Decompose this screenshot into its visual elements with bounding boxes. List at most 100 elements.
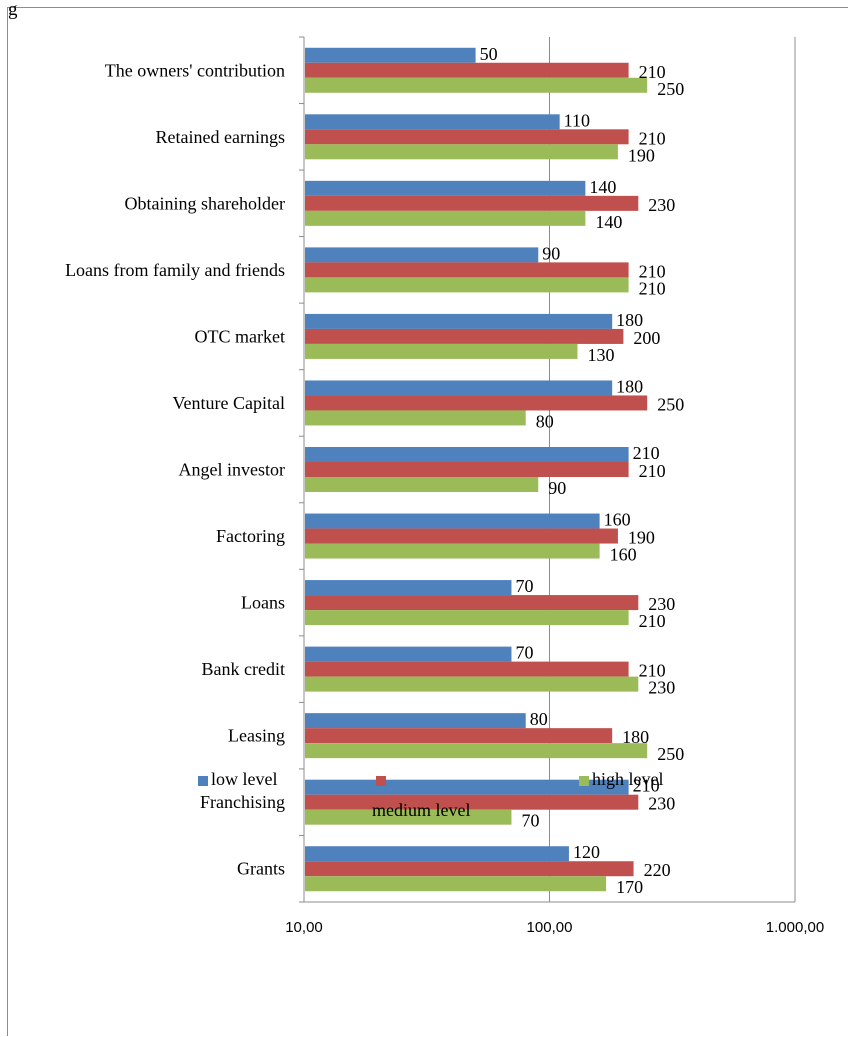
value-label-otc-market-medium-level: 200 — [633, 328, 660, 348]
value-label-loans-from-family-and-friends-medium-level: 210 — [639, 261, 666, 281]
value-label-obtaining-shareholder-medium-level: 230 — [648, 195, 675, 215]
bar-franchising-medium-level — [305, 794, 639, 810]
bar-loans-high-level — [305, 610, 629, 626]
category-label-franchising: Franchising — [200, 792, 285, 812]
value-label-franchising-low-level: 210 — [633, 776, 660, 796]
value-label-angel-investor-medium-level: 210 — [639, 461, 666, 481]
value-label-bank-credit-high-level: 230 — [648, 678, 675, 698]
category-label-otc-market: OTC market — [195, 326, 285, 346]
bar-angel-investor-high-level — [305, 477, 539, 492]
bar-grants-high-level — [305, 876, 607, 892]
bar-angel-investor-medium-level — [305, 462, 629, 477]
category-label-bank-credit: Bank credit — [202, 659, 285, 679]
bar-bank-credit-low-level — [305, 646, 512, 662]
value-label-leasing-high-level: 250 — [657, 744, 684, 764]
x-tick-label-0: 10,00 — [285, 919, 323, 936]
legend-swatch-low-level — [198, 776, 208, 786]
value-label-factoring-low-level: 160 — [604, 510, 631, 530]
value-label-angel-investor-low-level: 210 — [633, 443, 660, 463]
value-label-retained-earnings-high-level: 190 — [628, 145, 655, 165]
legend-label-low-level: low level — [211, 769, 278, 789]
bar-otc-market-medium-level — [305, 328, 624, 344]
bar-franchising-high-level — [305, 809, 512, 825]
bar-venture-capital-medium-level — [305, 395, 648, 411]
bar-factoring-low-level — [305, 513, 600, 529]
bar-loans-low-level — [305, 580, 512, 596]
value-label-venture-capital-high-level: 80 — [536, 411, 554, 431]
bar-the-owners-contribution-high-level — [305, 77, 648, 93]
value-label-grants-low-level: 120 — [573, 842, 600, 862]
bar-retained-earnings-low-level — [305, 114, 560, 130]
category-label-venture-capital: Venture Capital — [173, 393, 285, 413]
category-label-loans: Loans — [241, 593, 285, 613]
bar-retained-earnings-high-level — [305, 144, 618, 160]
bar-venture-capital-high-level — [305, 410, 526, 426]
category-label-grants: Grants — [237, 859, 285, 879]
value-label-retained-earnings-low-level: 110 — [564, 110, 590, 130]
value-label-grants-high-level: 170 — [616, 877, 643, 897]
bar-grants-low-level — [305, 846, 569, 862]
bar-bank-credit-high-level — [305, 676, 639, 692]
legend-label-medium-level: medium level — [372, 800, 471, 820]
value-label-venture-capital-medium-level: 250 — [657, 394, 684, 414]
bar-venture-capital-low-level — [305, 380, 613, 396]
value-label-franchising-medium-level: 230 — [648, 794, 675, 814]
value-label-otc-market-low-level: 180 — [616, 310, 643, 330]
bars — [305, 47, 648, 892]
bar-angel-investor-low-level — [305, 447, 629, 462]
value-label-the-owners-contribution-medium-level: 210 — [639, 62, 666, 82]
value-label-factoring-high-level: 160 — [610, 545, 637, 565]
bar-grants-medium-level — [305, 861, 634, 877]
value-label-factoring-medium-level: 190 — [628, 528, 655, 548]
category-label-angel-investor: Angel investor — [179, 460, 285, 480]
bar-obtaining-shareholder-high-level — [305, 210, 586, 226]
value-label-loans-from-family-and-friends-high-level: 210 — [639, 278, 666, 298]
bar-leasing-medium-level — [305, 728, 613, 744]
value-label-bank-credit-medium-level: 210 — [639, 661, 666, 681]
x-tick-label-1: 100,00 — [527, 919, 573, 936]
value-label-otc-market-high-level: 130 — [587, 345, 614, 365]
bar-factoring-medium-level — [305, 528, 618, 544]
category-label-retained-earnings: Retained earnings — [156, 127, 285, 147]
bar-otc-market-low-level — [305, 313, 613, 329]
value-label-obtaining-shareholder-high-level: 140 — [595, 212, 622, 232]
bar-obtaining-shareholder-medium-level — [305, 195, 639, 211]
labels: 10,00 100,00 1.000,00 The owners' contribut… — [65, 44, 824, 936]
value-label-loans-from-family-and-friends-low-level: 90 — [542, 243, 560, 263]
bar-the-owners-contribution-medium-level — [305, 62, 629, 78]
category-label-loans-from-family-and-friends: Loans from family and friends — [65, 260, 285, 280]
category-label-the-owners-contribution: The owners' contribution — [105, 60, 285, 80]
x-tick-label-2: 1.000,00 — [766, 919, 824, 936]
value-label-loans-high-level: 210 — [639, 611, 666, 631]
category-label-factoring: Factoring — [216, 526, 285, 546]
bar-retained-earnings-medium-level — [305, 129, 629, 145]
value-label-grants-medium-level: 220 — [644, 860, 671, 880]
chart-frame: g — [7, 0, 848, 1036]
legend-swatch-high-level — [579, 776, 589, 786]
bar-loans-from-family-and-friends-high-level — [305, 277, 629, 293]
bar-obtaining-shareholder-low-level — [305, 180, 586, 196]
value-label-obtaining-shareholder-low-level: 140 — [589, 177, 616, 197]
category-label-leasing: Leasing — [228, 726, 285, 746]
bar-loans-from-family-and-friends-low-level — [305, 247, 539, 263]
axes — [299, 36, 795, 903]
value-label-angel-investor-high-level: 90 — [548, 478, 566, 498]
category-label-obtaining-shareholder: Obtaining shareholder — [125, 193, 285, 213]
value-label-the-owners-contribution-high-level: 250 — [657, 79, 684, 99]
value-label-loans-low-level: 70 — [515, 576, 533, 596]
bar-loans-from-family-and-friends-medium-level — [305, 262, 629, 278]
value-label-venture-capital-low-level: 180 — [616, 376, 643, 396]
bar-the-owners-contribution-low-level — [305, 47, 476, 63]
legend-label-high-level: high level — [592, 769, 664, 789]
value-label-leasing-medium-level: 180 — [622, 727, 649, 747]
value-label-franchising-high-level: 70 — [521, 811, 539, 831]
bar-loans-medium-level — [305, 595, 639, 611]
value-label-bank-credit-low-level: 70 — [515, 643, 533, 663]
bar-leasing-low-level — [305, 713, 526, 729]
value-label-retained-earnings-medium-level: 210 — [639, 128, 666, 148]
bar-factoring-high-level — [305, 543, 600, 559]
bar-leasing-high-level — [305, 743, 648, 759]
page-fragment-text: g — [8, 0, 18, 20]
legend-swatch-medium-level — [376, 776, 386, 786]
